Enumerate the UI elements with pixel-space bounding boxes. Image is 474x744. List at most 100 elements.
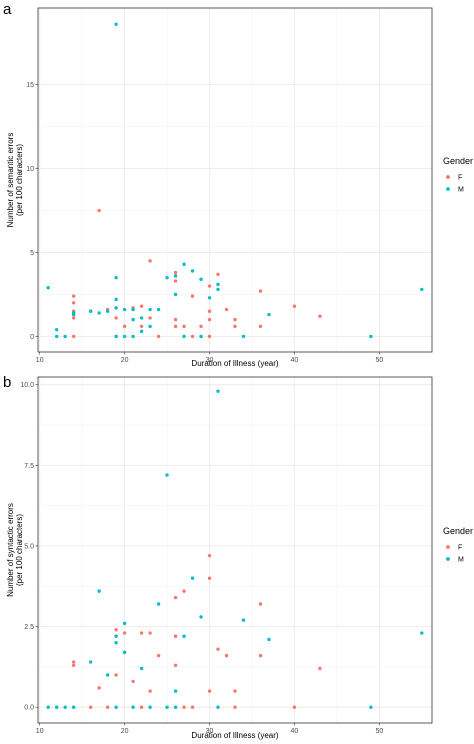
point-M bbox=[148, 705, 152, 709]
point-M bbox=[131, 317, 135, 322]
panel-letter: a bbox=[3, 1, 12, 18]
point-M bbox=[199, 277, 203, 282]
point-F bbox=[318, 666, 322, 671]
point-F bbox=[216, 647, 220, 651]
point-M bbox=[114, 641, 118, 645]
point-M bbox=[131, 307, 135, 312]
point-F bbox=[114, 316, 118, 320]
legend-label-F: F bbox=[458, 545, 462, 552]
point-F bbox=[199, 324, 203, 329]
point-M bbox=[156, 307, 161, 312]
point-F bbox=[207, 309, 212, 313]
point-M bbox=[241, 618, 246, 622]
point-F bbox=[258, 653, 263, 658]
legend-title: Gender bbox=[443, 526, 473, 536]
point-F bbox=[173, 324, 178, 329]
point-F bbox=[122, 631, 127, 635]
point-F bbox=[292, 304, 297, 308]
point-F bbox=[173, 595, 178, 600]
point-M bbox=[63, 334, 67, 339]
point-F bbox=[105, 705, 110, 709]
point-F bbox=[139, 304, 144, 308]
point-M bbox=[139, 316, 144, 320]
x-tick-label: 40 bbox=[291, 728, 299, 735]
point-M bbox=[122, 307, 127, 312]
point-M bbox=[105, 673, 110, 677]
point-F bbox=[139, 631, 144, 635]
y-tick-label: 10.0 bbox=[20, 382, 34, 389]
point-M bbox=[216, 282, 220, 287]
point-F bbox=[114, 673, 118, 677]
point-M bbox=[114, 275, 118, 280]
point-F bbox=[233, 689, 237, 693]
point-M bbox=[114, 334, 118, 339]
y-tick-label: 10 bbox=[26, 166, 34, 173]
x-tick-label: 10 bbox=[36, 357, 44, 364]
y-axis-title: Number of syntactic errors(per 100 chara… bbox=[6, 503, 24, 597]
point-F bbox=[233, 324, 237, 329]
point-M bbox=[207, 296, 212, 300]
point-M bbox=[97, 311, 101, 315]
y-tick-label: 5 bbox=[30, 250, 34, 257]
point-F bbox=[233, 705, 237, 709]
point-M bbox=[199, 334, 203, 339]
x-tick-label: 40 bbox=[291, 357, 299, 364]
legend-label-M: M bbox=[458, 557, 464, 564]
point-M bbox=[54, 327, 59, 332]
point-F bbox=[258, 289, 263, 293]
point-M bbox=[105, 309, 110, 313]
point-F bbox=[148, 259, 152, 263]
point-F bbox=[173, 634, 178, 638]
point-F bbox=[71, 294, 76, 298]
point-F bbox=[71, 660, 76, 664]
point-M bbox=[190, 576, 195, 580]
point-M bbox=[182, 634, 186, 638]
minor-grid bbox=[38, 8, 432, 352]
legend-key-M bbox=[446, 557, 450, 561]
point-F bbox=[216, 272, 220, 277]
point-F bbox=[233, 317, 237, 322]
x-tick-label: 30 bbox=[206, 357, 214, 364]
point-M bbox=[190, 269, 195, 273]
point-M bbox=[182, 262, 186, 266]
point-F bbox=[156, 653, 161, 658]
point-F bbox=[114, 628, 118, 632]
data-points bbox=[46, 22, 424, 339]
point-F bbox=[182, 705, 186, 709]
point-F bbox=[224, 307, 229, 312]
point-F bbox=[173, 279, 178, 283]
legend-title: Gender bbox=[443, 156, 473, 166]
point-M bbox=[114, 634, 118, 638]
point-M bbox=[71, 311, 76, 315]
y-tick-label: 0.0 bbox=[24, 705, 34, 712]
point-F bbox=[207, 689, 212, 693]
point-F bbox=[71, 316, 76, 320]
point-M bbox=[173, 274, 178, 278]
panel-a: a 10 20 30 40 50 0 5 10 15 Duration of Illness (ye… bbox=[3, 1, 473, 368]
point-F bbox=[71, 334, 76, 339]
legend: Gender FM bbox=[443, 156, 473, 194]
point-M bbox=[131, 705, 135, 709]
point-M bbox=[88, 309, 93, 313]
point-M bbox=[122, 650, 127, 655]
point-M bbox=[54, 334, 59, 339]
legend: Gender FM bbox=[443, 526, 473, 564]
point-F bbox=[207, 576, 212, 580]
point-M bbox=[267, 312, 271, 317]
point-M bbox=[139, 329, 144, 334]
legend-key-F bbox=[446, 175, 450, 179]
point-F bbox=[131, 679, 135, 684]
point-F bbox=[88, 705, 93, 709]
panel-letter: b bbox=[3, 374, 11, 391]
point-M bbox=[88, 660, 93, 664]
legend-label-M: M bbox=[458, 187, 464, 194]
x-axis-title: Duration of Illness (year) bbox=[191, 731, 278, 740]
point-F bbox=[139, 324, 144, 329]
legend-key-F bbox=[446, 545, 450, 549]
point-M bbox=[46, 705, 50, 709]
point-F bbox=[292, 705, 297, 709]
point-F bbox=[71, 301, 76, 305]
point-F bbox=[97, 208, 101, 213]
point-M bbox=[165, 705, 169, 709]
